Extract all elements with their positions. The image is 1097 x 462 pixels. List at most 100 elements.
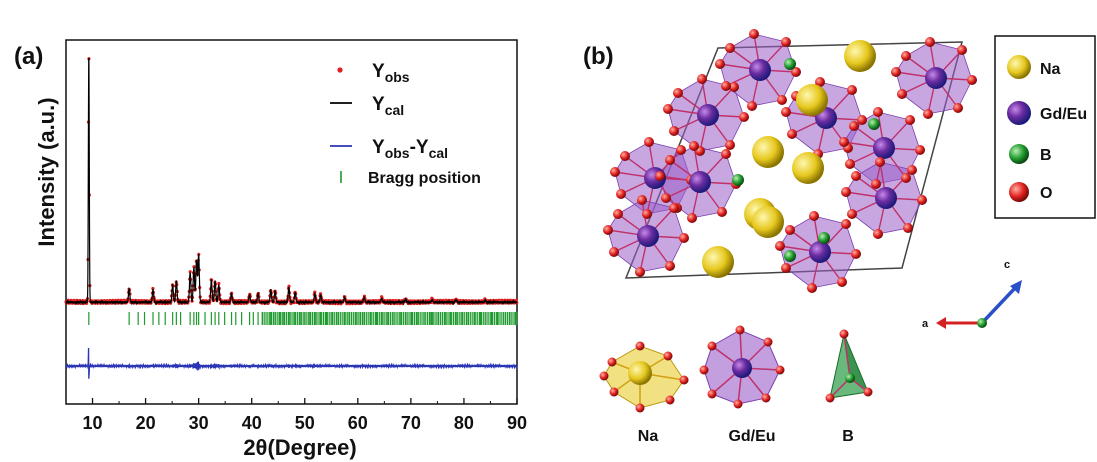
x-tick-label: 80 [454, 413, 474, 433]
o-atom [676, 145, 686, 155]
gd-eu-atom [637, 225, 659, 247]
o-atom [665, 261, 675, 271]
legend-b-label: B [1040, 147, 1052, 164]
o-atom [777, 95, 787, 105]
o-atom [781, 37, 791, 47]
o-atom [891, 67, 901, 77]
legend-o-label: O [1040, 185, 1052, 202]
o-atom [673, 88, 683, 98]
o-atom [967, 75, 977, 85]
o-atom [845, 159, 855, 169]
crystal-structure [603, 29, 977, 293]
legend-gd-eu-icon [1007, 101, 1031, 125]
b-atom [784, 58, 796, 70]
x-tick-label: 70 [401, 413, 421, 433]
o-atom [721, 81, 731, 91]
gd-eu-center-atom [732, 358, 752, 378]
polyhedron-gd-eu [699, 325, 785, 409]
o-atom [901, 173, 911, 183]
o-atom [901, 51, 911, 61]
o-atom [620, 151, 630, 161]
o-atom [839, 137, 849, 147]
o-atom [635, 267, 645, 277]
o-atom [873, 229, 883, 239]
bragg-position-ticks [88, 312, 518, 325]
gd-eu-atom [749, 59, 771, 81]
legend-marker-yobs [337, 67, 343, 73]
legend-label-yobs: Yobs [372, 61, 410, 85]
o-atom [616, 189, 626, 199]
o-atom [725, 43, 735, 53]
o-atom [679, 233, 689, 243]
o-atom [807, 283, 817, 293]
gd-eu-atom [875, 187, 897, 209]
na-atom [752, 206, 784, 238]
na-atom [792, 152, 824, 184]
polyhedron-gd-eu-label: Gd/Eu [728, 428, 775, 445]
x-tick-label: 10 [83, 413, 103, 433]
o-atom [873, 107, 883, 117]
b-atom [818, 232, 830, 244]
o-atom [637, 195, 647, 205]
o-atom [837, 277, 847, 287]
legend-label-diff: Yobs-Ycal [372, 137, 448, 161]
gd-eu-atom [925, 67, 947, 89]
o-atom [613, 209, 623, 219]
observed-point [313, 290, 317, 294]
o-atom [725, 140, 735, 150]
o-atom [665, 155, 675, 165]
o-atom [603, 225, 613, 235]
o-atom [791, 67, 801, 77]
o-atom [729, 82, 739, 92]
gd-eu-atom [809, 241, 831, 263]
c-axis-arrow [980, 285, 1018, 325]
o-atom [749, 29, 759, 39]
o-atom [923, 109, 933, 119]
o-atom [610, 167, 620, 177]
o-atom [669, 126, 679, 136]
o-atom [655, 171, 665, 181]
x-axis-label: 2θ(Degree) [243, 435, 356, 460]
polyhedron-b [825, 329, 873, 403]
o-atom [897, 89, 907, 99]
polyhedron-na-label: Na [638, 428, 659, 445]
o-atom [785, 225, 795, 235]
o-atom [721, 149, 731, 159]
axis-triad: a c [922, 259, 1022, 330]
o-atom [687, 213, 697, 223]
o-atom [903, 223, 913, 233]
o-atom [905, 115, 915, 125]
o-atom [847, 209, 857, 219]
legend-label-ycal: Ycal [372, 94, 404, 118]
x-tick-labels: 10 20 30 40 50 60 70 80 90 [83, 413, 528, 433]
na-atom [702, 246, 734, 278]
o-atom [663, 104, 673, 114]
o-atom [841, 187, 851, 197]
c-axis-label: c [1004, 259, 1010, 271]
atoms [603, 29, 977, 293]
o-atom [851, 249, 861, 259]
o-atom [841, 219, 851, 229]
o-atom [689, 141, 699, 151]
o-atom [925, 37, 935, 47]
o-atom [957, 45, 967, 55]
na-atom [752, 136, 784, 168]
o-atom [747, 101, 757, 111]
polyhedron-b-label: B [842, 428, 854, 445]
na-center-atom [628, 361, 652, 385]
o-atom [871, 179, 881, 189]
x-tick-label: 30 [189, 413, 209, 433]
o-atom [739, 112, 749, 122]
o-atom [851, 171, 861, 181]
difference-series-line [65, 347, 518, 379]
legend-b-icon [1009, 144, 1029, 164]
o-atom [809, 211, 819, 221]
calculated-series-line [65, 57, 518, 306]
observed-point [217, 281, 221, 286]
observed-point [151, 286, 155, 291]
o-atom [815, 77, 825, 87]
o-atom [697, 74, 707, 84]
legend-label-bragg: Bragg position [368, 170, 481, 187]
b-atom [784, 250, 796, 262]
